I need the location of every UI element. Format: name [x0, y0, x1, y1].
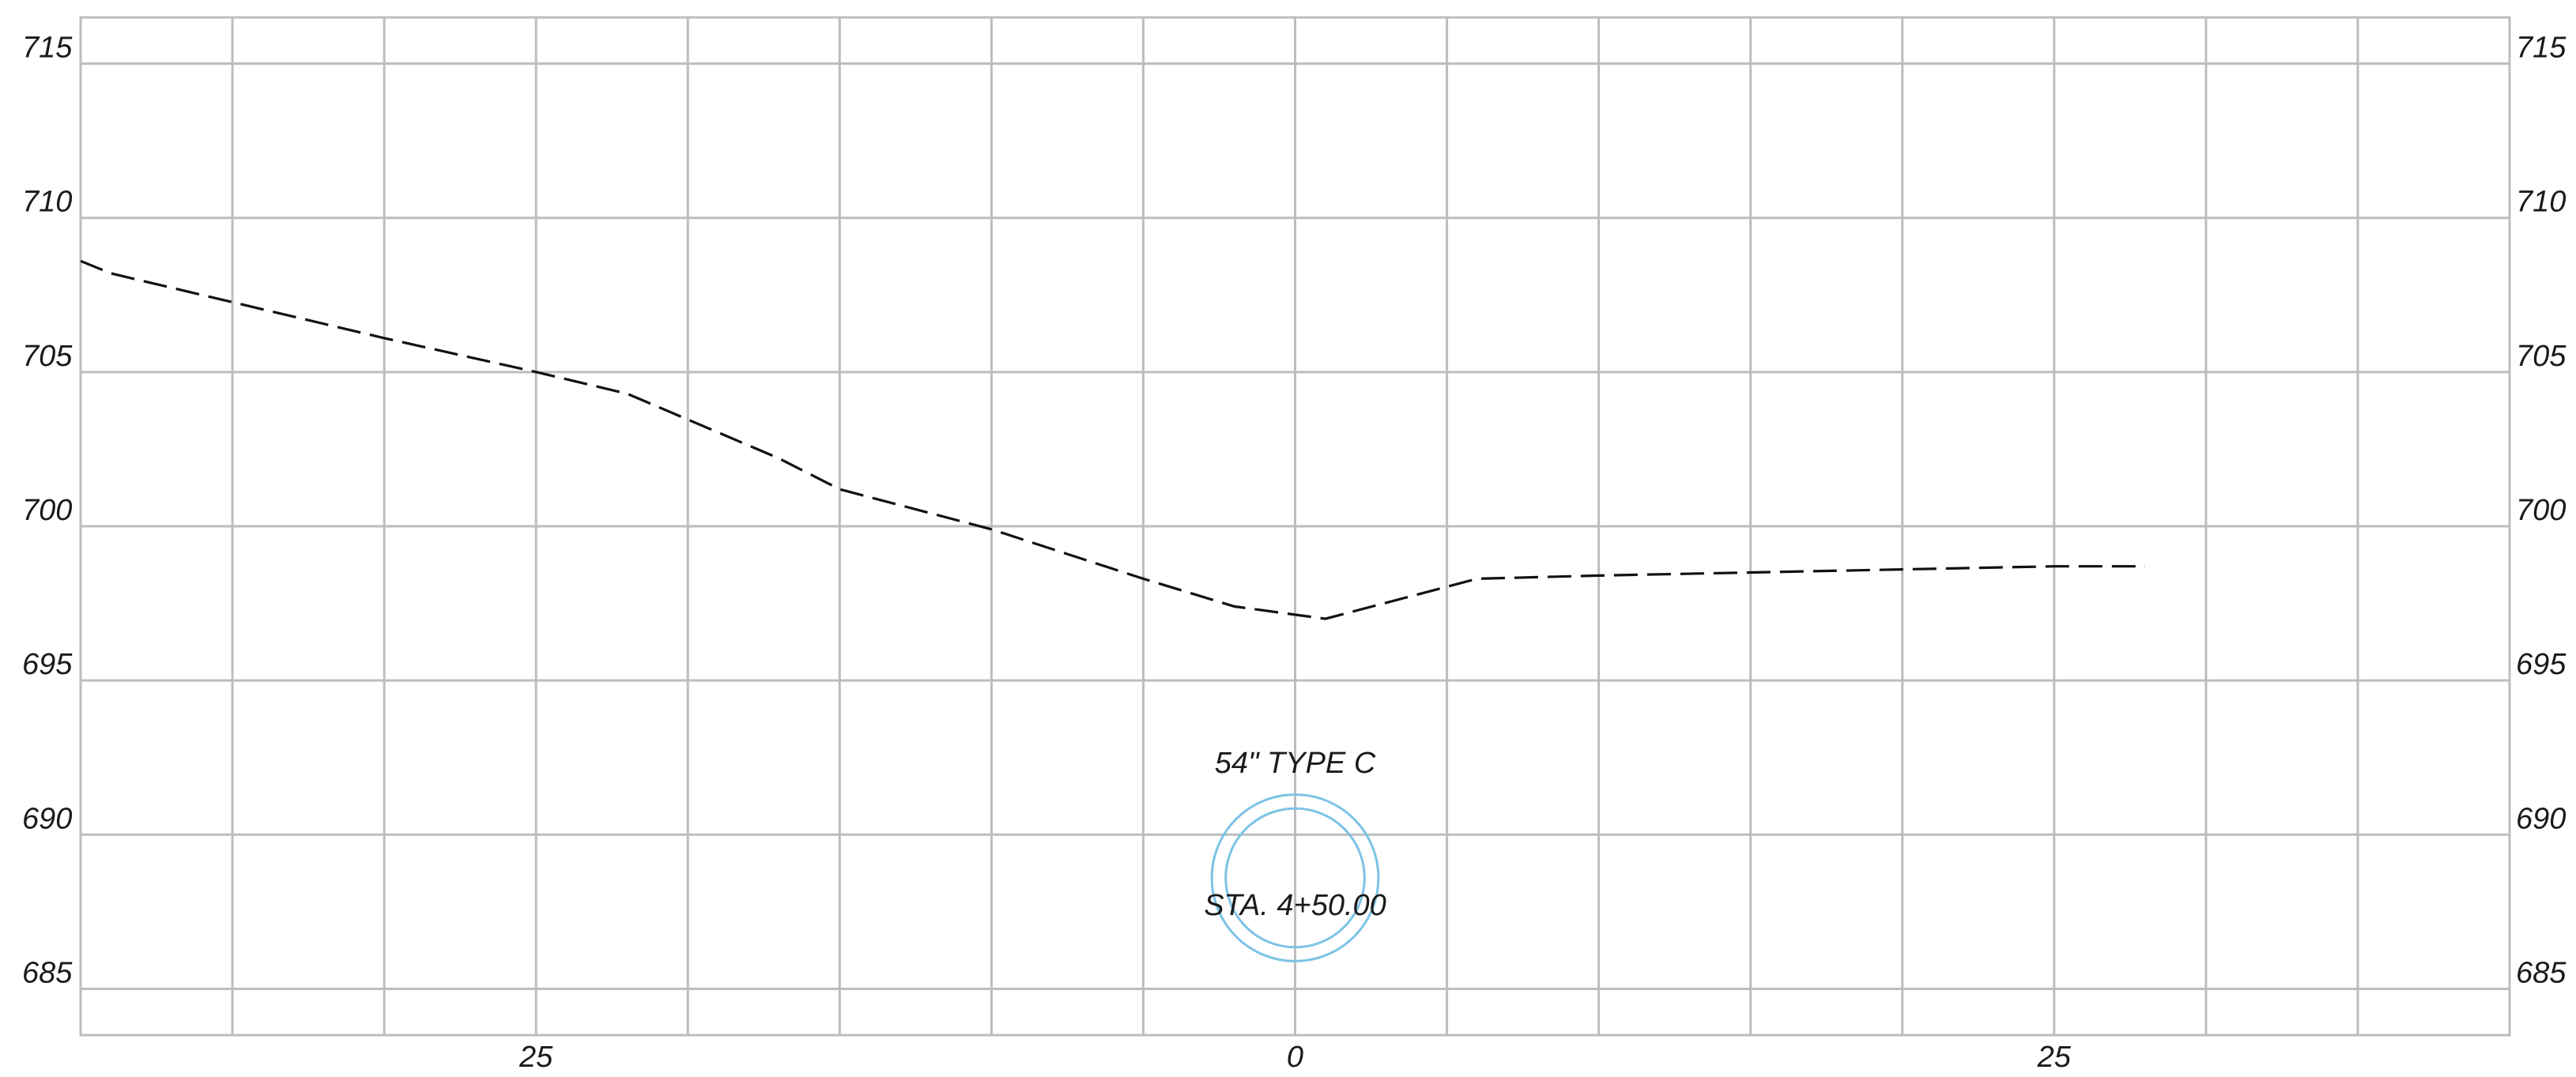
y-tick-label: 715: [2516, 32, 2567, 65]
y-tick-label: 695: [22, 648, 73, 681]
x-axis-labels: 25 0 25: [519, 1041, 2072, 1074]
x-tick-label: 25: [2037, 1041, 2072, 1074]
pipe-outer-circle: [1210, 793, 1380, 962]
y-tick-label: 710: [2516, 186, 2566, 219]
y-tick-label: 685: [22, 956, 73, 989]
y-tick-label: 700: [2516, 494, 2566, 527]
y-tick-label: 695: [2516, 648, 2567, 681]
station-label: STA. 4+50.00: [1204, 889, 1386, 922]
x-tick-label: 0: [1287, 1041, 1303, 1074]
annotations: 54" TYPE C STA. 4+50.00: [1204, 747, 1386, 922]
pipe-inner-circle: [1224, 807, 1366, 949]
y-axis-labels-right: 685 690 695 700 705 710 715: [2516, 32, 2567, 990]
y-tick-label: 690: [22, 802, 72, 835]
y-tick-label: 690: [2516, 802, 2566, 835]
y-tick-label: 685: [2516, 956, 2567, 989]
y-tick-label: 715: [22, 32, 73, 65]
plot-frame: [79, 16, 2511, 1037]
y-tick-label: 710: [22, 186, 72, 219]
pipe-culvert: [1210, 793, 1380, 962]
y-tick-label: 700: [22, 494, 72, 527]
y-axis-labels-left: 685 690 695 700 705 710 715: [22, 32, 73, 990]
y-tick-label: 705: [22, 340, 73, 373]
x-tick-label: 25: [519, 1041, 553, 1074]
pipe-type-label: 54" TYPE C: [1215, 747, 1376, 780]
grid: [81, 17, 2510, 1035]
ground-profile-line: [80, 259, 2145, 620]
y-tick-label: 705: [2516, 340, 2567, 373]
